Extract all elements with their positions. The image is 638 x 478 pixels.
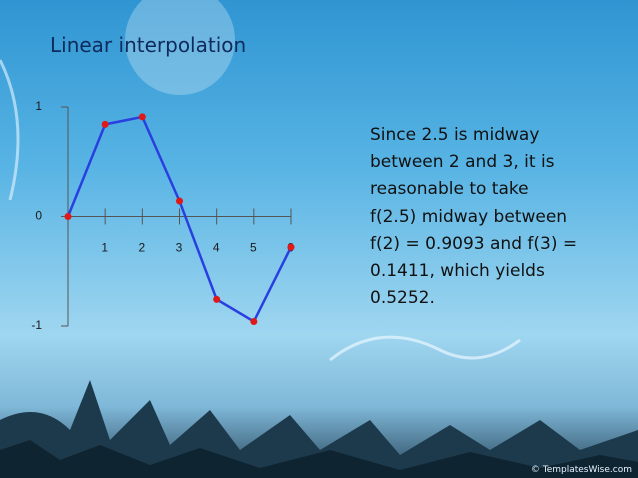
point xyxy=(287,243,295,251)
swirl xyxy=(329,335,521,362)
point xyxy=(64,213,72,220)
annotation-line: 0.1411, which yields xyxy=(370,261,545,282)
annotation-line: Since 2.5 is midway xyxy=(370,125,540,145)
annotation: Since 2.5 is midway between 2 and 3, it i… xyxy=(370,122,577,312)
point xyxy=(138,113,146,121)
x-tick-label: 1 xyxy=(101,241,108,255)
annotation-line: reasonable to take xyxy=(370,179,529,200)
credit: © TemplatesWise.com xyxy=(530,465,632,475)
annotation-line: between 2 and 3, it is xyxy=(370,152,555,173)
point xyxy=(176,197,183,205)
x-tick-label: 5 xyxy=(250,241,257,255)
y-tick-label: 1 xyxy=(35,99,42,113)
swirl xyxy=(0,59,20,201)
grass xyxy=(0,380,638,478)
point xyxy=(250,317,258,325)
y-tick-label: -1 xyxy=(31,318,42,332)
y-tick-label: 0 xyxy=(35,209,42,223)
annotation-line: f(2) = 0.9093 and f(3) = xyxy=(370,233,578,254)
grass-front xyxy=(0,440,638,478)
x-tick-label: 3 xyxy=(176,241,183,255)
point xyxy=(101,120,109,128)
x-tick-label: 2 xyxy=(138,241,145,255)
slide-title: Linear interpolation xyxy=(50,33,247,57)
moon xyxy=(125,0,235,95)
x-tick-label: 4 xyxy=(213,241,220,255)
annotation-line: f(2.5) midway between xyxy=(370,206,568,227)
annotation-line: 0.5252. xyxy=(370,288,435,309)
point xyxy=(213,295,221,303)
